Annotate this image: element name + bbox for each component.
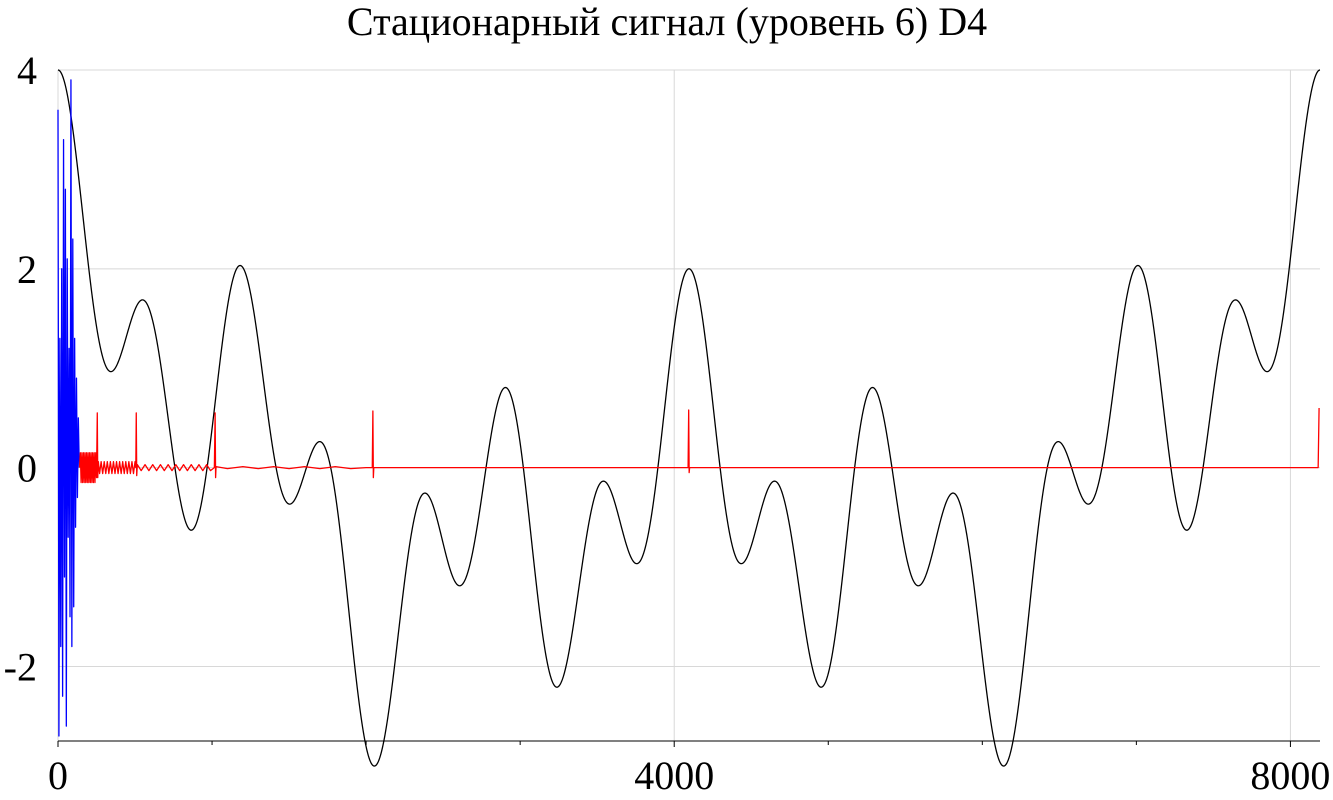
- x-tick-label: 8000: [1250, 753, 1330, 798]
- chart-title: Стационарный сигнал (уровень 6) D4: [347, 0, 987, 44]
- x-tick-label: 0: [48, 753, 68, 798]
- y-tick-label: 0: [17, 446, 37, 491]
- y-tick-label: -2: [4, 644, 37, 689]
- axes: 0 4000 8000 -2 0 2 4: [4, 48, 1331, 798]
- grid: [57, 69, 1320, 741]
- y-tick-label: 2: [17, 247, 37, 292]
- series-line-2: [57, 79, 80, 737]
- series-line-1: [57, 69, 1321, 767]
- series-line-3: [78, 407, 1320, 484]
- plot-area: [57, 69, 1321, 767]
- x-tick-label: 4000: [634, 753, 714, 798]
- y-tick-label: 4: [17, 48, 37, 93]
